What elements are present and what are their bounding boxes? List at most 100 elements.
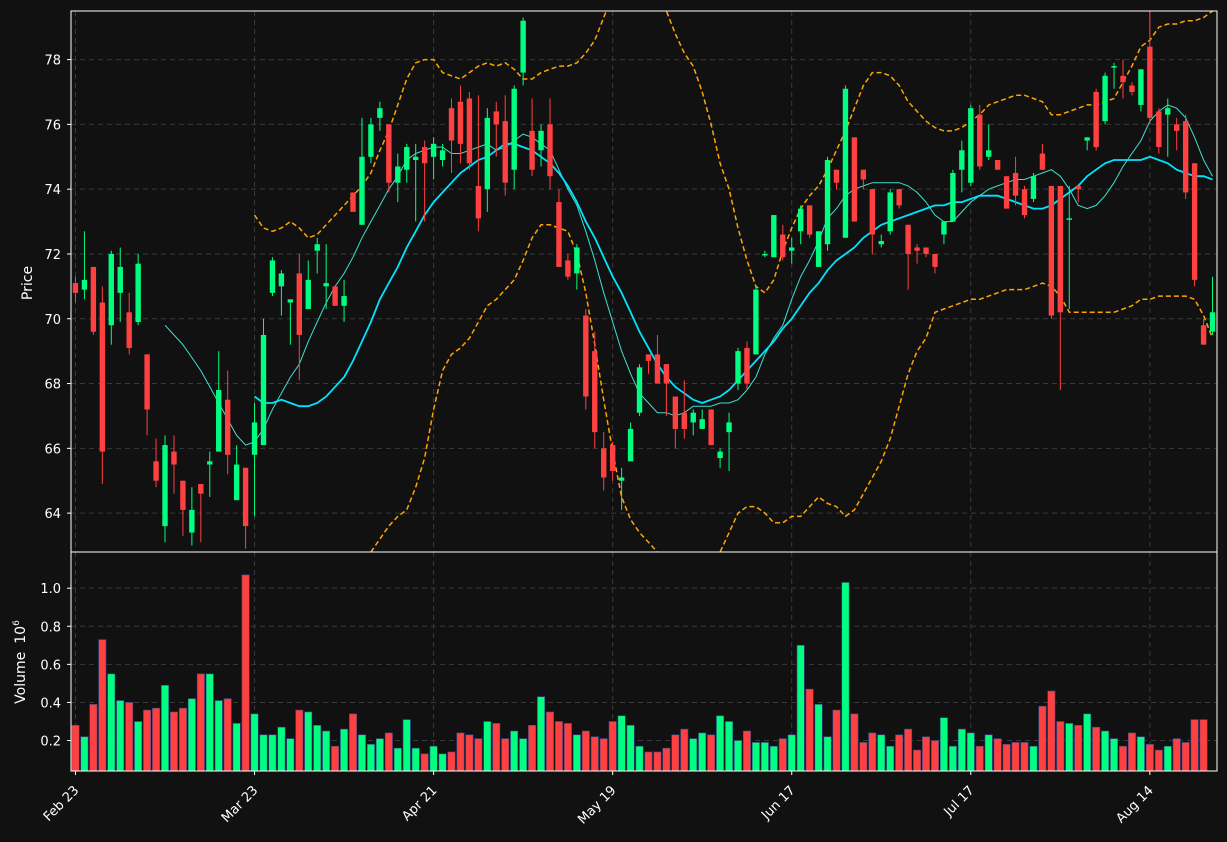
bollinger-lower-line [370,224,1214,552]
volume-bar [1002,744,1011,772]
volume-bar [241,574,250,772]
volume-bar [554,721,563,772]
volume-bar [590,736,599,772]
candle-body [484,117,491,190]
volume-bar [599,738,608,772]
volume-bar [402,719,411,772]
candle-body [672,396,679,429]
volume-bar [1101,730,1110,772]
candle-body [860,169,867,180]
volume-bar [304,711,313,772]
candle-body [207,461,213,465]
candle-body [1182,121,1189,193]
candle-body [135,263,141,322]
volume-tick-label: 0.2 [40,735,61,750]
volume-bar [662,747,671,772]
volume-bar [1136,736,1145,772]
candle-body [869,189,875,235]
volume-bar [671,734,680,772]
candle-body [1003,176,1010,209]
candle-body [108,253,114,326]
volume-bar [787,734,796,772]
volume-bar [259,734,268,772]
candle-body [1200,325,1207,345]
ma-fast-line [164,104,1213,446]
candle-body [654,354,661,384]
volume-bar [581,730,590,772]
candle-body [923,247,929,254]
candle-body [520,20,526,73]
volume-bar [841,582,850,772]
volume-bar [492,723,501,772]
candle-body [1120,75,1126,83]
candle-body [878,241,884,245]
volume-bar [537,696,546,772]
candle-body [592,351,598,433]
candle-body [815,231,822,267]
volume-bar [814,704,823,772]
price-axis-label: Price [20,266,36,300]
candle-body [842,88,849,238]
price-tick-label: 68 [44,378,61,393]
volume-bar [653,751,662,772]
candle-body [753,289,759,355]
volume-bar [286,738,295,772]
candle-body [771,215,777,258]
volume-bar [1172,738,1181,772]
volume-bar [563,723,572,772]
volume-bar [134,721,143,772]
candle-body [493,111,499,125]
candle-body [699,419,705,429]
candle-body [233,464,240,501]
candle-body [278,273,285,287]
volume-bar [1190,719,1199,772]
candle-body [618,477,625,481]
candle-body [609,445,616,472]
candle-body [1021,189,1028,216]
volume-bar [939,717,948,772]
candle-body [1209,312,1216,332]
volume-bar [850,713,859,772]
candle-body [1165,108,1171,115]
volume-bar [1011,742,1020,772]
candle-body [99,302,106,452]
volume-bar [725,721,734,772]
volume-bar [1065,723,1074,772]
candle-body [1138,69,1144,105]
candle-body [824,160,831,245]
candle-body [1093,91,1099,148]
candle-body [789,247,795,251]
volume-bar [510,730,519,772]
candle-body [457,101,464,144]
volume-bar [572,734,581,772]
price-tick-label: 66 [44,442,61,457]
volume-label-text: Volume [13,652,29,704]
volume-bar [922,736,930,772]
candle-body [663,364,670,384]
volume-bar [125,702,134,772]
volume-bar [635,745,644,772]
volume-bar [751,742,760,772]
candle-body [224,399,231,455]
volume-bar [742,730,751,772]
volume-bar [859,742,868,772]
volume-bar [931,740,939,772]
volume-bar [1074,724,1083,772]
candle-body [986,150,992,157]
candle-body [556,202,562,267]
candle-body [762,253,768,256]
volume-bar [760,742,769,772]
candle-body [287,299,294,303]
candle-body [1057,185,1064,313]
volume-bar [313,724,322,772]
volume-bar [734,740,742,772]
candle-body [430,143,437,157]
volume-bar [948,745,957,772]
volume-bar [528,724,537,772]
candle-body [189,509,195,533]
candle-body [565,260,571,277]
volume-bar [957,728,966,772]
candle-body [404,147,410,170]
volume-bar [904,728,913,772]
volume-bar [161,685,169,772]
